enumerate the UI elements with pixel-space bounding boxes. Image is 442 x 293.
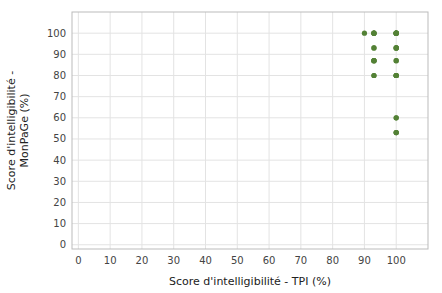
x-axis-label: Score d'intelligibilité - TPI (%) <box>169 275 331 288</box>
y-grid-line <box>72 223 428 224</box>
scatter-point <box>371 58 376 63</box>
scatter-point <box>394 31 399 36</box>
x-grid-line <box>237 12 238 249</box>
y-tick-label: 60 <box>53 112 66 123</box>
axes: 0 10 20 30 40 50 60 70 80 90 100 0 10 20 30 40 50 60 70 80 9… <box>47 12 428 266</box>
y-tick-label: 70 <box>53 91 66 102</box>
x-tick-label: 60 <box>263 255 276 266</box>
x-tick-label: 10 <box>104 255 117 266</box>
background <box>0 0 442 293</box>
y-tick-label: 30 <box>53 176 66 187</box>
y-grid-line <box>72 160 428 161</box>
x-grid-line <box>364 12 365 249</box>
scatter-point <box>371 58 376 63</box>
scatter-point <box>394 58 399 63</box>
x-grid-line <box>78 12 79 249</box>
scatter-point <box>394 45 399 50</box>
x-grid-line <box>205 12 206 249</box>
y-axis-label-group: Score d'intelligibilité -MonPaGe (%) <box>5 71 31 190</box>
scatter-point <box>394 115 399 120</box>
scatter-point <box>371 31 376 36</box>
scatter-point <box>394 31 399 36</box>
y-axis-label-line: Score d'intelligibilité - <box>5 71 18 190</box>
scatter-point <box>371 58 376 63</box>
scatter-point <box>394 73 399 78</box>
scatter-point <box>371 73 376 78</box>
y-tick-label: 50 <box>53 133 66 144</box>
x-tick-label: 90 <box>358 255 371 266</box>
scatter-point <box>371 45 376 50</box>
x-tick-label: 100 <box>387 255 406 266</box>
chart-container: 0 10 20 30 40 50 60 70 80 90 100 0 10 20 30 40 50 60 70 80 9… <box>0 0 442 293</box>
y-grid-line <box>72 117 428 118</box>
scatter-point <box>371 45 376 50</box>
scatter-point <box>362 31 367 36</box>
scatter-point <box>371 73 376 78</box>
x-grid-line <box>173 12 174 249</box>
y-tick-label: 100 <box>47 28 66 39</box>
x-grid-line <box>269 12 270 249</box>
scatter-point <box>394 45 399 50</box>
scatter-point <box>371 58 376 63</box>
x-tick-label: 40 <box>199 255 212 266</box>
x-tick-label: 70 <box>294 255 307 266</box>
x-tick-label: 0 <box>75 255 81 266</box>
y-axis-label-line: MonPaGe (%) <box>18 94 31 168</box>
scatter-point <box>394 73 399 78</box>
scatter-point <box>394 73 399 78</box>
scatter-point <box>394 73 399 78</box>
scatter-point <box>394 45 399 50</box>
marks <box>362 31 399 136</box>
scatter-point <box>394 58 399 63</box>
x-grid-line <box>141 12 142 249</box>
scatter-point <box>394 115 399 120</box>
x-tick-label: 20 <box>136 255 149 266</box>
y-grid-line <box>72 202 428 203</box>
y-axis-label: Score d'intelligibilité -MonPaGe (%) <box>5 71 31 190</box>
scatter-point <box>394 31 399 36</box>
y-tick-label: 90 <box>53 49 66 60</box>
y-grid-line <box>72 181 428 182</box>
x-grid-line <box>332 12 333 249</box>
y-tick-label: 20 <box>53 197 66 208</box>
x-grid-line <box>300 12 301 249</box>
x-tick-label: 80 <box>326 255 339 266</box>
y-grid-line <box>72 54 428 55</box>
scatter-point <box>371 31 376 36</box>
scatter-point <box>371 31 376 36</box>
plot-frame <box>72 12 428 249</box>
scatter-point <box>394 130 399 135</box>
y-tick-label: 0 <box>60 239 66 250</box>
scatter-point <box>394 73 399 78</box>
x-tick-label: 50 <box>231 255 244 266</box>
y-tick-label: 40 <box>53 155 66 166</box>
x-grid-line <box>110 12 111 249</box>
y-grid-line <box>72 244 428 245</box>
scatter-point <box>394 45 399 50</box>
scatter-point <box>394 130 399 135</box>
y-grid-line <box>72 96 428 97</box>
scatter-point <box>394 31 399 36</box>
chart-svg: 0 10 20 30 40 50 60 70 80 90 100 0 10 20 30 40 50 60 70 80 9… <box>0 0 442 293</box>
scatter-point <box>394 130 399 135</box>
scatter-point <box>371 31 376 36</box>
y-tick-label: 80 <box>53 70 66 81</box>
y-tick-label: 10 <box>53 218 66 229</box>
grid <box>72 12 428 249</box>
x-tick-label: 30 <box>167 255 180 266</box>
scatter-point <box>394 31 399 36</box>
y-grid-line <box>72 138 428 139</box>
scatter-point <box>394 31 399 36</box>
